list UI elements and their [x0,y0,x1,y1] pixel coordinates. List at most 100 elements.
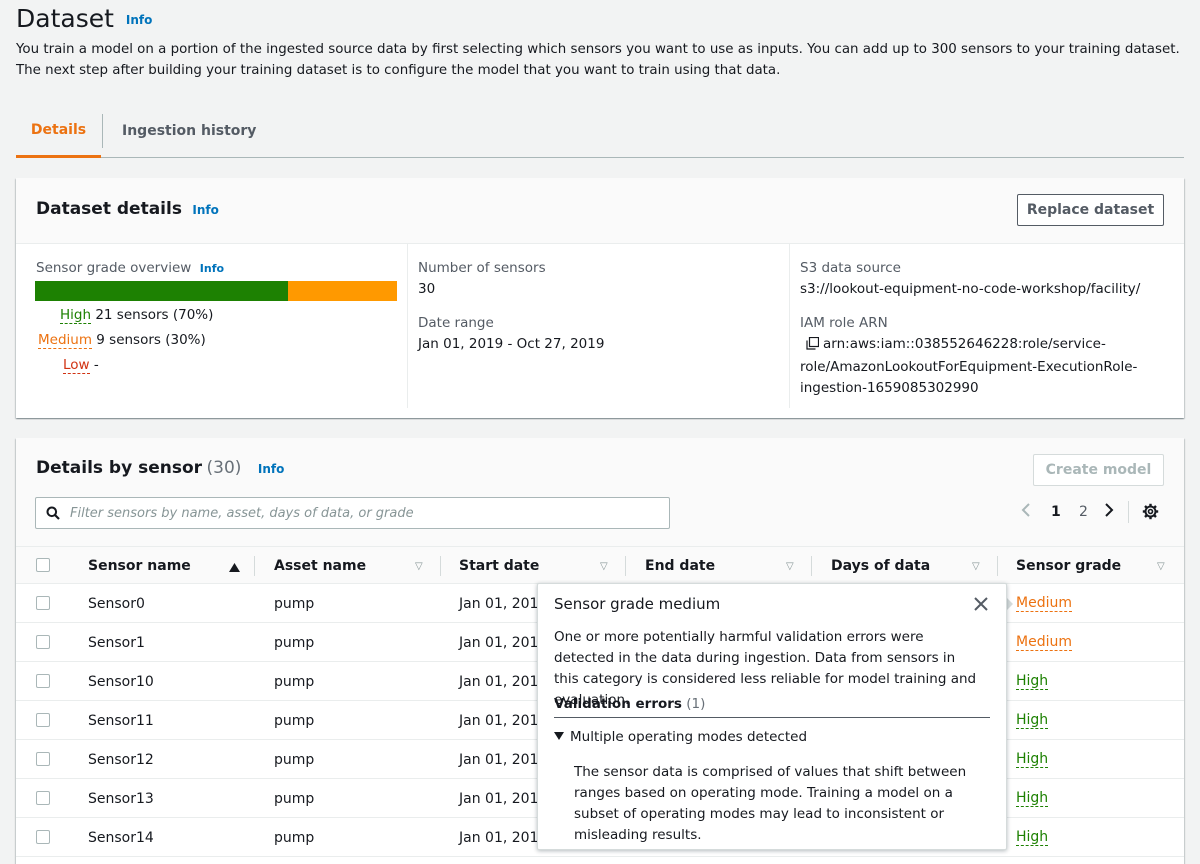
cell-sensor-name-text: Sensor11 [88,712,154,729]
number-of-sensors-label: Number of sensors [418,260,546,276]
pagination-page-2[interactable]: 2 [1079,504,1088,520]
tab-divider [102,114,103,148]
column-divider [789,244,790,408]
cell-start-date: Jan 01, 2019 [459,662,547,701]
expandable-section[interactable]: Multiple operating modes detected [554,728,807,745]
cell-asset-name-text: pump [274,712,315,729]
grade-low-value: - [93,357,99,373]
cell-sensor-grade-text[interactable]: High [1016,673,1049,690]
page-title-text: Dataset [16,4,114,33]
page-info-link[interactable]: Info [125,13,153,27]
iam-role-text-1: arn:aws:iam::038552646228:role/service- [823,336,1106,352]
column-sensor-grade[interactable]: Sensor grade [1016,558,1122,574]
number-of-sensors-value: 30 [418,281,436,297]
cell-sensor-grade: Medium [1016,623,1072,662]
column-days-of-data[interactable]: Days of data [831,558,931,574]
caret-down-icon [554,728,564,744]
cell-sensor-grade-text[interactable]: High [1016,712,1049,729]
column-divider [407,244,408,408]
cell-start-date-text: Jan 01, 2019 [459,790,548,807]
sort-indicator-icon[interactable]: ▽ [786,561,794,572]
grade-medium-value: 9 sensors (30%) [96,332,206,348]
cell-sensor-name-text: Sensor13 [88,790,154,807]
grade-low-label[interactable]: Low [63,357,90,374]
tab-details[interactable]: Details [16,104,101,158]
cell-sensor-grade-text[interactable]: High [1016,790,1049,807]
cell-sensor-name: Sensor0 [88,584,145,623]
date-range-label: Date range [418,315,494,331]
sort-indicator-icon[interactable]: ▽ [972,561,980,572]
iam-role-arn-value: arn:aws:iam::038552646228:role/service- … [800,334,1170,399]
replace-dataset-button[interactable]: Replace dataset [1017,194,1164,226]
search-icon [46,506,60,524]
sensor-table-info-link[interactable]: Info [257,462,285,476]
sensor-table-count: (30) [206,458,242,478]
grade-high-label[interactable]: High [60,307,92,324]
pagination-page-1[interactable]: 1 [1051,504,1061,520]
expandable-section-label: Multiple operating modes detected [570,729,808,745]
cell-sensor-grade-text[interactable]: High [1016,829,1049,846]
cell-sensor-name-text: Sensor1 [88,634,145,651]
sort-indicator-icon[interactable]: ▽ [1157,561,1165,572]
dataset-details-panel: Dataset details Info Replace dataset Sen… [16,178,1184,418]
cell-sensor-grade-text[interactable]: High [1016,751,1049,768]
column-start-date[interactable]: Start date [459,558,540,574]
row-checkbox[interactable] [36,674,50,688]
row-checkbox[interactable] [36,830,50,844]
row-checkbox[interactable] [36,635,50,649]
sensor-filter-input[interactable]: Filter sensors by name, asset, days of d… [35,497,670,529]
cell-start-date: Jan 01, 2019 [459,584,547,623]
row-checkbox[interactable] [36,791,50,805]
grade-medium-label[interactable]: Medium [38,332,92,349]
column-divider [997,556,998,576]
date-range-value: Jan 01, 2019 - Oct 27, 2019 [418,336,605,352]
dataset-details-title: Dataset details [36,199,182,219]
cell-start-date: Jan 01, 2019 [459,701,547,740]
sensor-grade-info-link[interactable]: Info [199,262,225,275]
pagination-next-icon[interactable] [1104,502,1114,522]
select-all-checkbox[interactable] [36,558,50,572]
popover-arrow [1005,596,1013,612]
cell-sensor-name-text: Sensor0 [88,595,145,612]
close-icon[interactable] [974,592,988,616]
sort-ascending-icon[interactable] [229,560,240,576]
dataset-details-info-link[interactable]: Info [192,203,219,217]
cell-sensor-name: Sensor1 [88,623,145,662]
cell-sensor-grade-text[interactable]: Medium [1016,634,1072,651]
table-header: Sensor name Asset name ▽ Start date ▽ En… [16,546,1184,584]
cell-asset-name-text: pump [274,829,315,846]
column-asset-name[interactable]: Asset name [274,558,367,574]
cell-asset-name: pump [274,701,314,740]
row-checkbox[interactable] [36,596,50,610]
column-divider [625,556,626,576]
row-checkbox[interactable] [36,752,50,766]
tab-bar: Details Ingestion history [16,104,1184,158]
create-model-button[interactable]: Create model [1033,454,1164,486]
sort-indicator-icon[interactable]: ▽ [600,561,608,572]
cell-asset-name-text: pump [274,790,315,807]
pagination-prev-icon[interactable] [1021,502,1031,523]
cell-sensor-name: Sensor12 [88,740,154,779]
s3-data-source-value: s3://lookout-equipment-no-code-workshop/… [800,281,1141,297]
sort-indicator-icon[interactable]: ▽ [415,561,423,572]
cell-sensor-grade: High [1016,779,1049,818]
cell-asset-name-text: pump [274,751,315,768]
row-checkbox[interactable] [36,713,50,727]
cell-sensor-grade-text[interactable]: Medium [1016,595,1072,612]
copy-icon[interactable] [806,336,820,357]
grade-low-row: Low - [63,355,99,376]
pagination-divider [1128,501,1129,523]
column-end-date[interactable]: End date [645,558,716,574]
tab-ingestion-history[interactable]: Ingestion history [122,123,257,139]
popover-body: One or more potentially harmful validati… [554,629,977,708]
expandable-section-body: The sensor data is comprised of values t… [574,764,967,843]
validation-errors-header: Validation errors (1) [554,696,990,718]
cell-asset-name: pump [274,584,314,623]
gear-icon[interactable] [1142,503,1159,524]
column-sensor-name[interactable]: Sensor name [88,558,191,574]
cell-asset-name: pump [274,662,314,701]
cell-sensor-name-text: Sensor10 [88,673,154,690]
sensor-grade-overview-label: Sensor grade overview [36,260,192,276]
column-divider [254,556,255,576]
cell-sensor-name: Sensor14 [88,818,154,857]
